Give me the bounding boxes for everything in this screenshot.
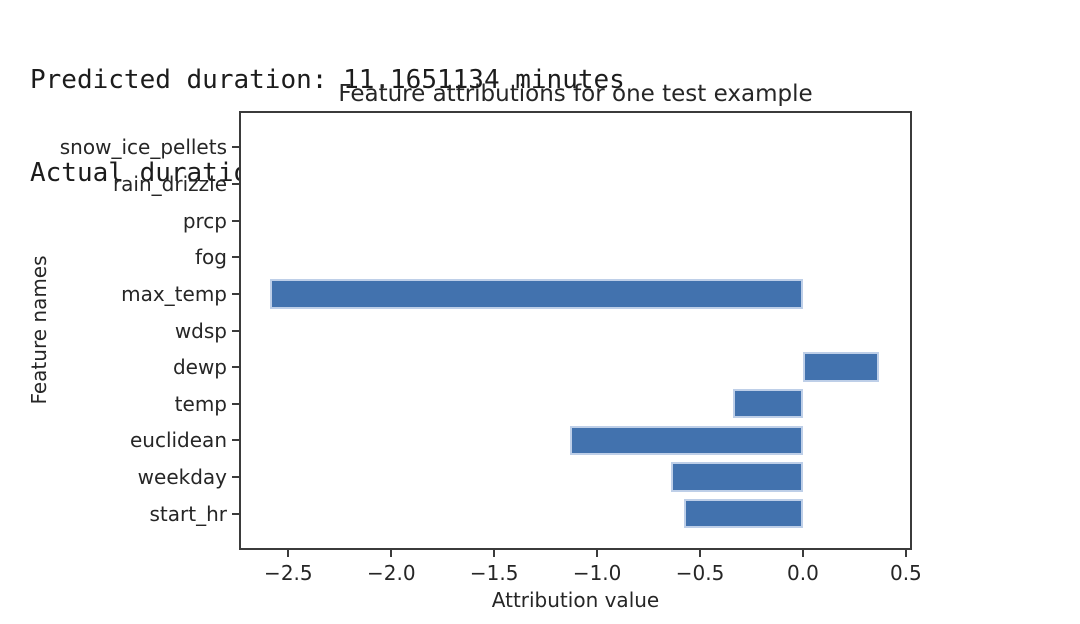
y-tick-label-wdsp: wdsp xyxy=(174,318,227,343)
y-tick-mark xyxy=(232,402,239,405)
plot-frame xyxy=(239,111,912,550)
y-tick-mark xyxy=(232,146,239,149)
predicted-duration-line: Predicted duration: 11.1651134 minutes xyxy=(30,65,625,95)
y-tick-label-rain_drizzle: rain_drizzle xyxy=(112,172,227,197)
y-tick-label-weekday: weekday xyxy=(137,464,227,489)
x-tick-label: −2.5 xyxy=(264,561,313,585)
y-tick-label-temp: temp xyxy=(174,391,227,416)
bar-temp xyxy=(732,389,803,419)
y-tick-label-prcp: prcp xyxy=(182,208,227,233)
x-axis-label: Attribution value xyxy=(491,588,660,612)
x-tick-mark xyxy=(493,550,496,557)
y-tick-mark xyxy=(232,512,239,515)
bar-euclidean xyxy=(570,425,803,455)
y-tick-mark xyxy=(232,183,239,186)
x-tick-mark xyxy=(904,550,907,557)
x-tick-label: −0.5 xyxy=(675,561,725,585)
chart-title: Feature attributions for one test exampl… xyxy=(338,81,813,107)
y-tick-mark xyxy=(232,256,239,259)
x-tick-mark xyxy=(801,550,804,557)
x-tick-label: −1.0 xyxy=(572,561,622,585)
x-tick-mark xyxy=(287,550,290,557)
x-tick-label: 0.0 xyxy=(787,561,819,585)
bar-weekday xyxy=(671,462,803,492)
y-tick-label-max_temp: max_temp xyxy=(121,281,227,306)
x-tick-label: −1.5 xyxy=(469,561,519,585)
y-tick-label-snow_ice_pellets: snow_ice_pellets xyxy=(59,135,227,160)
y-tick-label-start_hr: start_hr xyxy=(149,501,227,526)
y-tick-mark xyxy=(232,219,239,222)
bar-dewp xyxy=(802,352,880,382)
y-tick-mark xyxy=(232,292,239,295)
y-tick-mark xyxy=(232,439,239,442)
y-tick-mark xyxy=(232,366,239,369)
y-tick-label-euclidean: euclidean xyxy=(129,428,227,453)
x-tick-label: 0.5 xyxy=(889,561,922,585)
x-tick-label: −2.0 xyxy=(366,561,416,585)
bar-start_hr xyxy=(683,498,803,529)
y-tick-label-fog: fog xyxy=(195,245,227,270)
y-tick-mark xyxy=(232,329,239,332)
x-tick-mark xyxy=(596,550,599,557)
y-tick-label-dewp: dewp xyxy=(172,355,227,380)
y-axis-label: Feature names xyxy=(27,255,51,405)
x-tick-mark xyxy=(699,550,702,557)
bar-max_temp xyxy=(269,279,803,309)
x-tick-mark xyxy=(390,550,393,557)
y-tick-mark xyxy=(232,475,239,478)
